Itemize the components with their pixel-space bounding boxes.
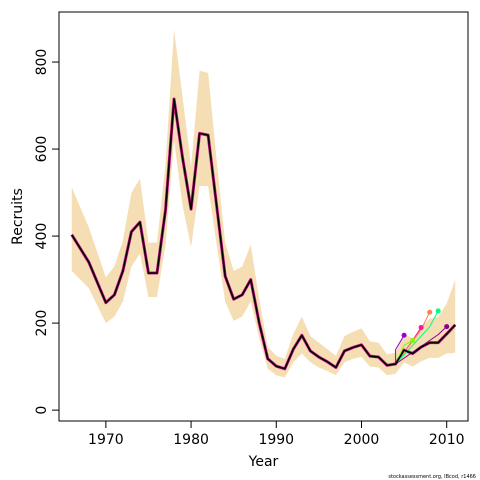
retrospective-peel-line (395, 340, 413, 365)
confidence-band-layer (71, 29, 456, 378)
plot-frame (58, 11, 469, 422)
retrospective-point (435, 308, 441, 314)
retrospective-peel-line (395, 326, 448, 365)
x-tick-label: 1980 (173, 432, 209, 448)
x-tick-label: 2010 (429, 432, 465, 448)
y-tick-label: 0 (34, 406, 50, 415)
retrospective-point (401, 332, 407, 338)
y-tick-label: 600 (34, 136, 50, 163)
confidence-band (71, 29, 456, 378)
x-tick-label: 2000 (344, 432, 380, 448)
x-axis: 1970 1980 1990 2000 2010 (88, 421, 465, 448)
x-axis-title: Year (248, 454, 279, 470)
retrospective-points-layer (401, 308, 450, 344)
main-series-layer (71, 98, 456, 370)
x-tick-label: 1970 (88, 432, 124, 448)
retrospective-point (444, 324, 450, 330)
x-tick-label: 1990 (258, 432, 294, 448)
recruits-line (71, 98, 456, 370)
y-tick-label: 800 (34, 49, 50, 76)
retrospective-point (427, 309, 433, 315)
retrospective-point (410, 338, 416, 344)
y-axis: 0 200 400 600 800 (34, 49, 59, 415)
y-tick-label: 400 (34, 223, 50, 250)
credit-text: stockassessment.org, IBcod, r1466 (388, 474, 476, 480)
retrospective-point (418, 324, 424, 330)
retrospective-peel-line (395, 335, 405, 365)
y-tick-label: 200 (34, 310, 50, 337)
y-axis-title: Recruits (10, 188, 26, 245)
